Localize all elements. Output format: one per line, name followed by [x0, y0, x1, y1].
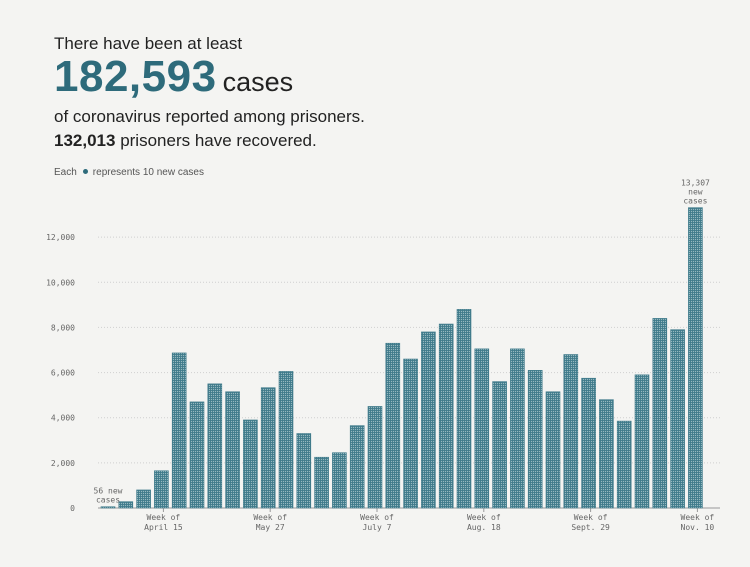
- bar: [581, 377, 596, 509]
- bar: [385, 342, 401, 509]
- y-tick-label: 0: [70, 504, 75, 513]
- bar: [154, 470, 169, 509]
- bar: [189, 401, 205, 509]
- bar-annotation: 13,307: [681, 179, 710, 188]
- bar: [260, 387, 276, 509]
- bar: [563, 354, 579, 509]
- bar: [349, 425, 365, 509]
- bar: [403, 358, 418, 509]
- y-tick-label: 2,000: [51, 459, 75, 468]
- headline-context: of coronavirus reported among prisoners.: [54, 107, 365, 126]
- x-tick-label: Week of: [147, 513, 181, 522]
- bar: [688, 207, 703, 509]
- recovered-number: 132,013: [54, 131, 116, 150]
- recovered-line: 132,013 prisoners have recovered.: [54, 131, 317, 151]
- y-tick-label: 8,000: [51, 323, 75, 332]
- bar: [492, 381, 507, 509]
- x-tick-label: Week of: [360, 513, 394, 522]
- bar: [243, 419, 258, 509]
- chart-legend: Each represents 10 new cases: [54, 167, 204, 178]
- recovered-text: prisoners have recovered.: [120, 131, 317, 150]
- x-tick-label: May 27: [256, 523, 285, 532]
- bar: [278, 371, 294, 509]
- legend-prefix: Each: [54, 167, 77, 178]
- bar: [118, 501, 134, 509]
- bar: [456, 309, 472, 509]
- bar: [438, 323, 454, 509]
- bar: [225, 391, 240, 509]
- total-cases-number: 182,593: [54, 52, 217, 101]
- headline-total: 182,593 cases: [54, 52, 293, 102]
- headline-intro: There have been at least: [54, 34, 243, 53]
- x-tick-label: Week of: [574, 513, 608, 522]
- x-tick-label: Week of: [467, 513, 501, 522]
- bar-annotation: 56 new: [94, 487, 123, 496]
- bar: [545, 391, 561, 509]
- bar: [421, 331, 436, 509]
- x-tick-label: Week of: [681, 513, 715, 522]
- bar: [314, 456, 329, 509]
- bar: [510, 348, 525, 509]
- bar-annotation: new: [688, 188, 703, 197]
- bar: [670, 329, 685, 509]
- x-tick-label: April 15: [144, 523, 183, 532]
- dot-icon: [82, 169, 88, 175]
- bar-annotation: cases: [683, 197, 707, 206]
- bar: [474, 348, 490, 509]
- total-cases-unit: cases: [222, 67, 294, 97]
- bar: [171, 352, 187, 509]
- y-tick-label: 12,000: [46, 233, 75, 242]
- legend-suffix: represents 10 new cases: [92, 167, 204, 178]
- y-tick-label: 6,000: [51, 369, 75, 378]
- bar: [652, 318, 668, 509]
- bar: [367, 406, 383, 509]
- x-tick-label: Sept. 29: [571, 523, 610, 532]
- x-tick-label: Week of: [253, 513, 287, 522]
- y-tick-label: 4,000: [51, 414, 75, 423]
- bar: [634, 374, 650, 509]
- y-tick-label: 10,000: [46, 278, 75, 287]
- x-tick-label: Aug. 18: [467, 523, 501, 532]
- bar: [296, 433, 312, 509]
- x-tick-label: July 7: [363, 523, 392, 532]
- bar: [332, 452, 347, 509]
- bar: [136, 489, 151, 509]
- bar: [616, 420, 632, 509]
- bar: [100, 506, 116, 509]
- bar-annotation: cases: [96, 496, 120, 505]
- bar: [207, 383, 223, 509]
- bar: [527, 370, 543, 509]
- x-tick-label: Nov. 10: [681, 523, 715, 532]
- bar: [599, 399, 614, 509]
